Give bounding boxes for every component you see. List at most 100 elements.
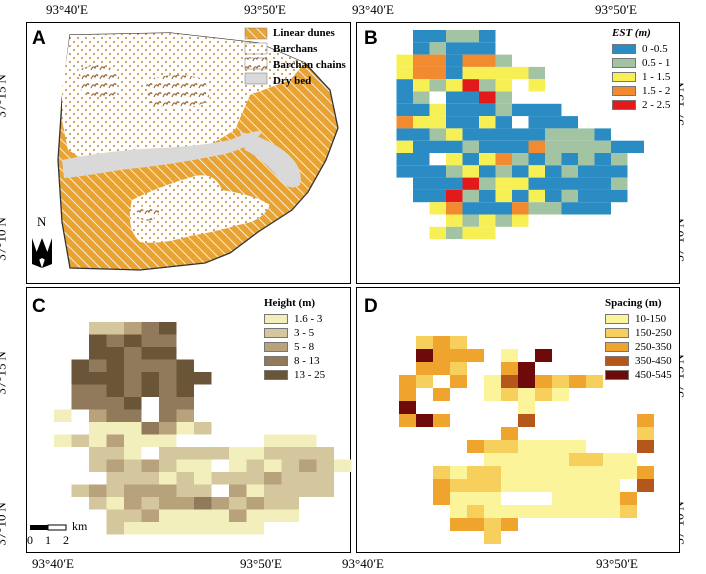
raster-cell	[462, 165, 479, 178]
raster-cell	[141, 497, 159, 510]
raster-cell	[501, 453, 518, 466]
est-grid	[396, 30, 644, 240]
raster-cell	[89, 322, 107, 335]
raster-cell	[552, 375, 569, 388]
raster-cell	[124, 497, 142, 510]
raster-cell	[229, 459, 247, 472]
raster-cell	[429, 79, 446, 92]
raster-cell	[433, 388, 450, 401]
raster-cell	[495, 165, 512, 178]
raster-cell	[124, 384, 142, 397]
raster-cell	[450, 362, 467, 375]
raster-cell	[512, 153, 529, 166]
north-arrow-label: N	[37, 214, 47, 229]
raster-cell	[495, 66, 512, 80]
raster-cell	[484, 440, 501, 453]
raster-cell	[462, 202, 479, 215]
panel-b-label: B	[364, 28, 378, 49]
raster-cell	[429, 42, 446, 55]
legend-c-item: 1.6 - 3	[294, 313, 323, 325]
raster-cell	[501, 505, 518, 518]
raster-cell	[413, 177, 430, 190]
raster-cell	[106, 497, 124, 510]
raster-cell	[159, 484, 177, 497]
raster-cell	[462, 177, 479, 190]
raster-cell	[399, 401, 416, 414]
top-lon-right: 93°50′E	[244, 2, 286, 17]
raster-cell	[535, 479, 552, 492]
raster-cell	[450, 375, 467, 388]
raster-cell	[229, 522, 247, 535]
raster-cell	[528, 165, 545, 178]
raster-cell	[446, 153, 463, 166]
raster-cell	[89, 384, 107, 397]
raster-cell	[561, 189, 578, 203]
raster-cell	[594, 189, 611, 203]
raster-cell	[495, 54, 512, 67]
top-lon-right-2: 93°50′E	[595, 2, 637, 17]
legend-d-swatch	[605, 370, 629, 380]
raster-cell	[106, 434, 124, 447]
raster-cell	[264, 484, 282, 497]
raster-cell	[569, 375, 586, 388]
raster-cell	[211, 509, 229, 522]
raster-cell	[495, 91, 512, 104]
raster-cell	[299, 472, 317, 485]
raster-cell	[316, 472, 334, 485]
raster-cell	[429, 165, 446, 178]
raster-cell	[124, 359, 142, 372]
scale-unit: km	[72, 519, 88, 533]
raster-cell	[561, 165, 578, 178]
raster-cell	[416, 375, 433, 388]
legend-d-swatch	[605, 356, 629, 366]
raster-cell	[124, 459, 142, 472]
raster-cell	[433, 362, 450, 375]
raster-cell	[159, 409, 177, 422]
raster-cell	[594, 140, 611, 153]
raster-cell	[552, 388, 569, 401]
raster-cell	[586, 492, 603, 505]
legend-d-title: Spacing (m)	[605, 297, 662, 309]
raster-cell	[106, 384, 124, 397]
raster-cell	[176, 472, 194, 485]
raster-cell	[159, 522, 177, 535]
raster-cell	[495, 140, 512, 153]
raster-cell	[586, 453, 603, 466]
raster-cell	[479, 66, 496, 80]
raster-cell	[89, 359, 107, 372]
raster-cell	[396, 140, 413, 153]
raster-cell	[299, 434, 317, 447]
raster-cell	[620, 492, 637, 505]
raster-cell	[106, 459, 124, 472]
raster-cell	[246, 459, 264, 472]
raster-cell	[479, 214, 496, 227]
raster-cell	[429, 177, 446, 190]
raster-cell	[396, 79, 413, 92]
raster-cell	[194, 472, 212, 485]
raster-cell	[495, 189, 512, 203]
raster-cell	[479, 140, 496, 153]
raster-cell	[176, 409, 194, 422]
raster-cell	[446, 30, 463, 43]
raster-cell	[141, 422, 159, 435]
legend-b-swatch	[612, 72, 636, 82]
raster-cell	[89, 459, 107, 472]
legend-c-item: 13 - 25	[294, 369, 326, 381]
raster-cell	[552, 479, 569, 492]
raster-cell	[89, 347, 107, 360]
raster-cell	[462, 128, 479, 141]
raster-cell	[569, 505, 586, 518]
raster-cell	[433, 414, 450, 427]
raster-cell	[512, 140, 529, 153]
raster-cell	[518, 401, 535, 414]
raster-cell	[159, 459, 177, 472]
raster-cell	[611, 189, 628, 203]
raster-cell	[316, 484, 334, 497]
raster-cell	[396, 66, 413, 80]
raster-cell	[528, 189, 545, 203]
raster-cell	[462, 116, 479, 129]
raster-cell	[106, 472, 124, 485]
raster-cell	[141, 334, 159, 347]
raster-cell	[446, 54, 463, 67]
raster-cell	[141, 472, 159, 485]
